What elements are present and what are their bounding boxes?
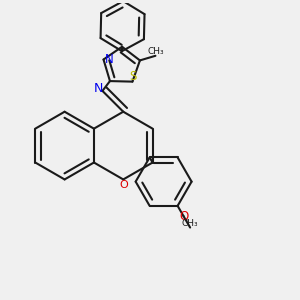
Text: O: O (179, 210, 188, 223)
Text: O: O (119, 180, 128, 190)
Text: CH₃: CH₃ (182, 219, 198, 228)
Text: CH₃: CH₃ (147, 46, 164, 56)
Text: S: S (129, 70, 136, 83)
Text: N: N (104, 53, 113, 66)
Text: N: N (94, 82, 104, 95)
